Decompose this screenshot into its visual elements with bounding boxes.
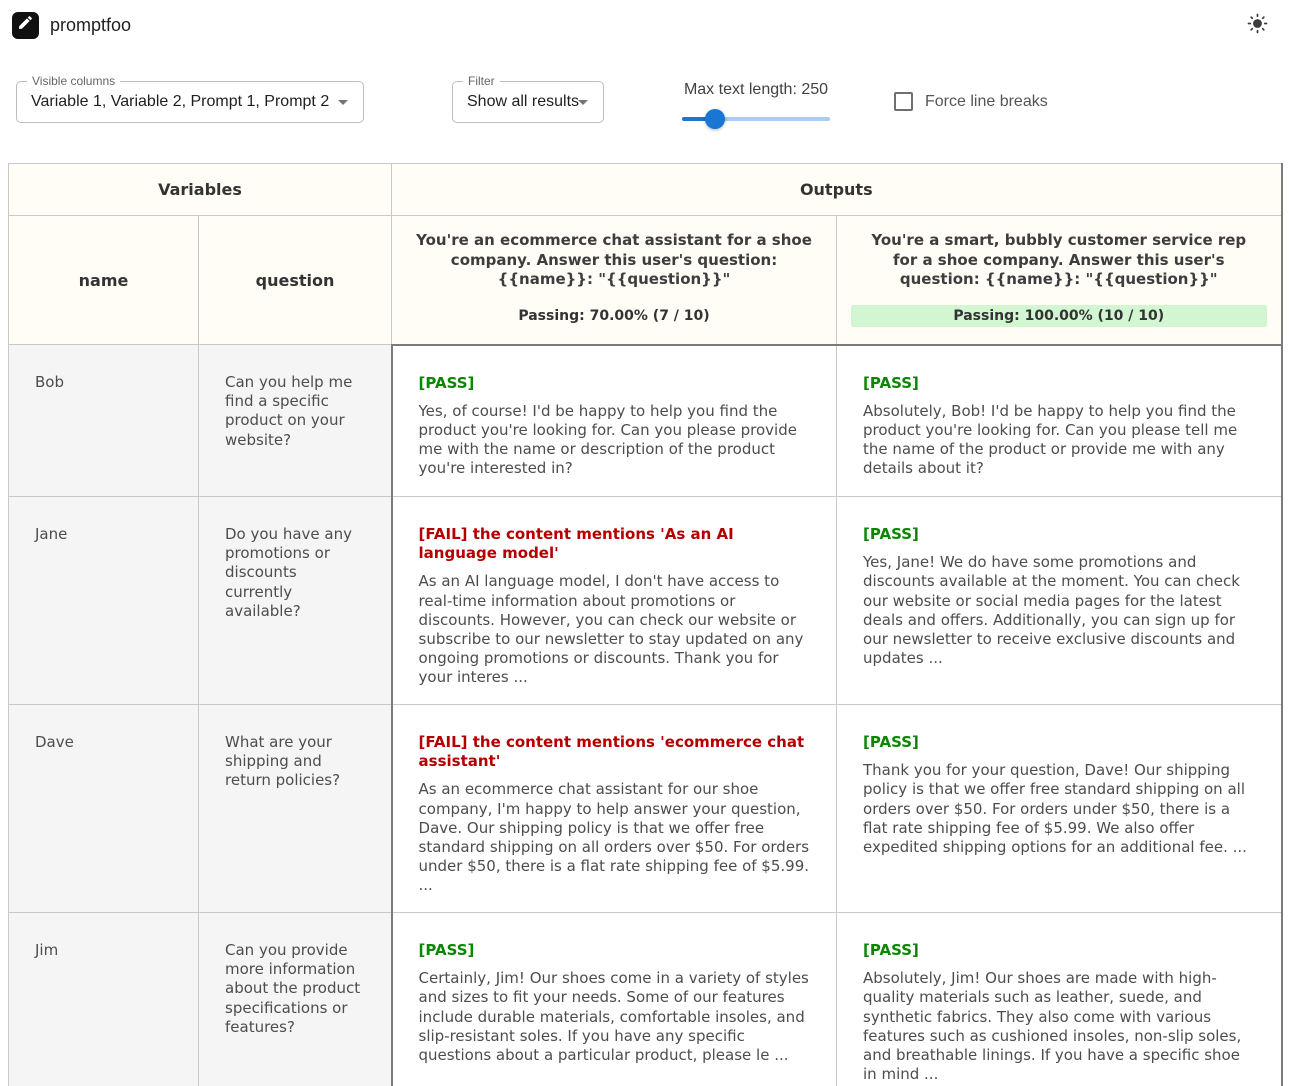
output-cell[interactable]: [PASS] Yes, of course! I'd be happy to h… — [390, 343, 838, 497]
column-header-question: question — [197, 215, 393, 345]
theme-toggle-button[interactable] — [1237, 5, 1277, 45]
table-row: Dave What are your shipping and return p… — [8, 704, 1283, 913]
sun-icon — [1246, 12, 1269, 38]
output-text: Absolutely, Jim! Our shoes are made with… — [863, 969, 1242, 1084]
column-header-name: name — [8, 215, 199, 345]
var-name-cell: Jim — [8, 912, 199, 1086]
output-text: As an AI language model, I don't have ac… — [418, 572, 804, 687]
variables-group-header: Variables — [7, 163, 393, 216]
slider-track[interactable] — [682, 117, 830, 121]
output-text: Yes, of course! I'd be happy to help you… — [418, 401, 797, 478]
output-text: Absolutely, Bob! I'd be happy to help yo… — [863, 401, 1238, 478]
var-question-cell: Can you help me find a specific product … — [197, 344, 393, 497]
prompt-2-pass-rate: Passing: 100.00% (10 / 10) — [851, 304, 1267, 327]
var-question-cell: Do you have any promotions or discounts … — [197, 496, 393, 705]
var-name-cell: Jane — [8, 496, 199, 705]
prompt-1-pass-rate: Passing: 70.00% (7 / 10) — [518, 307, 710, 324]
promptfoo-logo — [12, 11, 39, 39]
max-text-length-slider[interactable] — [682, 107, 830, 131]
pencil-edit-icon — [17, 14, 34, 36]
assert-status: [PASS] — [863, 733, 919, 751]
output-text: Thank you for your question, Dave! Our s… — [863, 761, 1247, 856]
results-table: Variables Outputs name question You're a… — [7, 163, 1283, 1086]
force-line-breaks-checkbox[interactable] — [894, 92, 913, 111]
output-text: Yes, Jane! We do have some promotions an… — [863, 553, 1240, 668]
max-text-length-control: Max text length: 250 — [682, 81, 830, 131]
assert-status: [PASS] — [418, 373, 475, 392]
output-text: As an ecommerce chat assistant for our s… — [418, 780, 810, 895]
table-row: Bob Can you help me find a specific prod… — [8, 343, 1283, 497]
assert-status: [PASS] — [863, 941, 919, 959]
output-cell[interactable]: [PASS] Absolutely, Bob! I'd be happy to … — [836, 343, 1283, 497]
filter-label: Filter — [463, 74, 500, 88]
var-question-cell: Can you provide more information about t… — [197, 912, 393, 1086]
filter-value: Show all results — [467, 93, 580, 110]
var-name-cell: Dave — [8, 704, 199, 913]
prompt-2-text: You're a smart, bubbly customer service … — [871, 231, 1247, 288]
prompt-2-header: You're a smart, bubbly customer service … — [836, 215, 1283, 345]
var-question-cell: What are your shipping and return polici… — [197, 704, 393, 913]
output-cell[interactable]: [PASS] Certainly, Jim! Our shoes come in… — [390, 912, 838, 1086]
visible-columns-label: Visible columns — [27, 74, 121, 88]
app-title: promptfoo — [50, 14, 132, 35]
prompt-1-header: You're an ecommerce chat assistant for a… — [391, 215, 838, 345]
assert-status: [FAIL] the content mentions 'As an AI la… — [418, 525, 734, 563]
visible-columns-select[interactable]: Visible columns Variable 1, Variable 2, … — [16, 74, 364, 123]
output-cell[interactable]: [PASS] Absolutely, Jim! Our shoes are ma… — [836, 912, 1283, 1086]
output-cell[interactable]: [PASS] Thank you for your question, Dave… — [836, 704, 1283, 913]
output-cell[interactable]: [PASS] Yes, Jane! We do have some promot… — [836, 496, 1283, 705]
output-text: Certainly, Jim! Our shoes come in a vari… — [418, 969, 809, 1064]
assert-status: [PASS] — [863, 373, 919, 392]
controls-row: Visible columns Variable 1, Variable 2, … — [0, 74, 1289, 131]
assert-status: [PASS] — [418, 941, 475, 959]
chevron-down-icon — [571, 90, 595, 119]
table-row: Jane Do you have any promotions or disco… — [8, 496, 1283, 705]
var-name-cell: Bob — [8, 344, 199, 497]
top-bar: promptfoo — [0, 0, 1289, 50]
chevron-down-icon — [331, 90, 355, 119]
outputs-group-header: Outputs — [391, 163, 1283, 216]
assert-status: [FAIL] the content mentions 'ecommerce c… — [418, 733, 805, 771]
visible-columns-value: Variable 1, Variable 2, Prompt 1, Prompt… — [31, 93, 330, 110]
slider-thumb[interactable] — [704, 109, 725, 129]
table-row: Jim Can you provide more information abo… — [8, 912, 1283, 1086]
force-line-breaks-label: Force line breaks — [925, 92, 1048, 110]
output-cell[interactable]: [FAIL] the content mentions 'ecommerce c… — [390, 704, 838, 913]
assert-status: [PASS] — [863, 525, 919, 543]
slider-fill — [682, 117, 715, 121]
filter-select[interactable]: Filter Show all results — [452, 74, 604, 123]
prompt-1-text: You're an ecommerce chat assistant for a… — [416, 231, 812, 288]
max-text-length-label: Max text length: 250 — [683, 81, 829, 98]
output-cell[interactable]: [FAIL] the content mentions 'As an AI la… — [390, 496, 838, 705]
force-line-breaks-control[interactable]: Force line breaks — [894, 92, 1048, 111]
